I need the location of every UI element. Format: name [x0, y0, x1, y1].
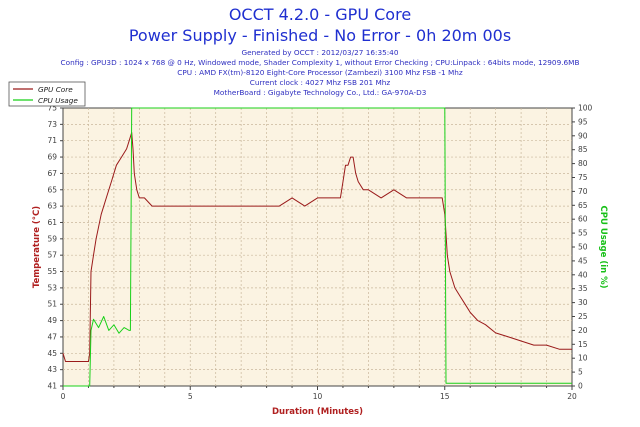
x-tick-label: 10: [313, 392, 323, 401]
y-left-tick-label: 63: [47, 202, 57, 211]
info-config: Config : GPU3D : 1024 x 768 @ 0 Hz, Wind…: [60, 58, 580, 67]
series-line-gpu-core: [62, 132, 572, 362]
y-right-tick-label: 50: [578, 243, 588, 252]
y-right-tick-label: 70: [578, 187, 588, 196]
y-right-tick-label: 85: [578, 145, 588, 154]
y-left-tick-label: 61: [47, 218, 57, 227]
y-right-tick-label: 45: [578, 256, 588, 265]
y-left-axis-label: Temperature (°C): [32, 206, 42, 288]
info-generated: Generated by OCCT : 2012/03/27 16:35:40: [241, 48, 399, 57]
y-left-tick-label: 47: [47, 332, 57, 341]
x-tick-label: 0: [61, 392, 66, 401]
y-right-tick-label: 75: [578, 173, 588, 182]
plot-area: [62, 107, 573, 387]
y-left-tick-label: 43: [47, 365, 57, 374]
y-left-tick-label: 71: [47, 136, 57, 145]
legend-label: CPU Usage: [38, 96, 78, 105]
series-line-cpu-usage: [63, 107, 572, 387]
info-cpu: CPU : AMD FX(tm)-8120 Eight-Core Process…: [177, 68, 463, 77]
x-axis-label: Duration (Minutes): [272, 407, 363, 417]
y-right-tick-label: 15: [578, 340, 588, 349]
x-tick-label: 20: [567, 392, 577, 401]
y-left-tick-label: 49: [47, 316, 57, 325]
y-right-tick-label: 40: [578, 270, 588, 279]
y-right-tick-label: 20: [578, 326, 588, 335]
y-right-tick-label: 100: [578, 104, 593, 113]
y-right-tick-label: 25: [578, 312, 588, 321]
y-right-tick-label: 30: [578, 298, 588, 307]
legend-label: GPU Core: [38, 85, 73, 94]
chart-subtitle: Power Supply - Finished - No Error - 0h …: [128, 26, 512, 45]
y-right-tick-label: 0: [578, 382, 583, 391]
x-tick-label: 15: [440, 392, 450, 401]
info-clock: Current clock : 4027 Mhz FSB 201 Mhz: [249, 78, 391, 87]
y-left-tick-label: 55: [47, 267, 57, 276]
y-left-tick-label: 65: [47, 185, 57, 194]
y-right-tick-label: 10: [578, 354, 588, 363]
y-right-axis-label: CPU Usage (in %): [598, 205, 608, 288]
y-left-tick-label: 57: [47, 251, 57, 260]
legend-box: [8, 81, 86, 107]
y-right-tick-label: 65: [578, 201, 588, 210]
y-left-tick-label: 53: [47, 283, 57, 292]
y-left-tick-label: 59: [47, 234, 57, 243]
y-right-tick-label: 5: [578, 368, 583, 377]
chart-title: OCCT 4.2.0 - GPU Core: [228, 5, 412, 24]
y-left-tick-label: 67: [47, 169, 57, 178]
y-left-tick-label: 51: [47, 300, 57, 309]
y-right-tick-label: 80: [578, 159, 588, 168]
x-tick-label: 5: [188, 392, 193, 401]
y-left-tick-label: 73: [47, 120, 57, 129]
y-left-tick-label: 75: [47, 104, 57, 113]
y-left-tick-label: 45: [47, 349, 57, 358]
y-right-tick-label: 95: [578, 117, 588, 126]
y-right-tick-label: 55: [578, 229, 588, 238]
y-right-tick-label: 90: [578, 131, 588, 140]
y-right-tick-label: 60: [578, 215, 588, 224]
info-motherboard: MotherBoard : Gigabyte Technology Co., L…: [213, 88, 427, 97]
y-right-tick-label: 35: [578, 284, 588, 293]
y-left-tick-label: 69: [47, 153, 57, 162]
y-left-tick-label: 41: [47, 382, 57, 391]
